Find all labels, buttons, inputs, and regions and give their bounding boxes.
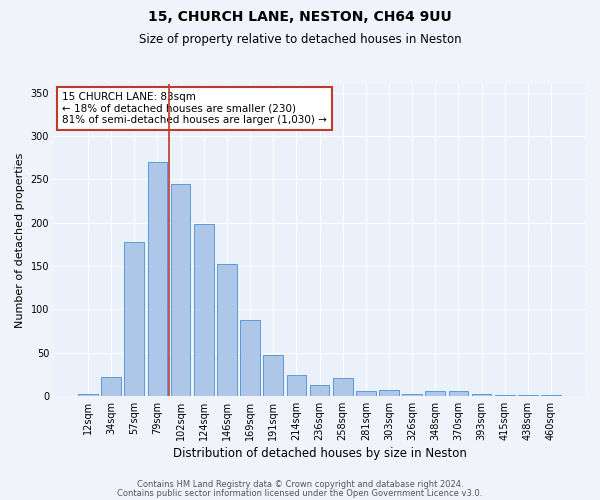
Bar [148, 162, 167, 396]
Bar [171, 184, 190, 396]
Text: Contains HM Land Registry data © Crown copyright and database right 2024.: Contains HM Land Registry data © Crown c… [137, 480, 463, 489]
Bar [287, 375, 306, 396]
Bar [194, 224, 214, 396]
Bar [333, 378, 353, 396]
Text: Size of property relative to detached houses in Neston: Size of property relative to detached ho… [139, 32, 461, 46]
Bar [518, 395, 538, 396]
Bar [356, 392, 376, 396]
Bar [425, 392, 445, 396]
Bar [124, 242, 144, 396]
Bar [449, 392, 468, 396]
Bar [310, 384, 329, 396]
Bar [78, 394, 98, 396]
Text: Contains public sector information licensed under the Open Government Licence v3: Contains public sector information licen… [118, 488, 482, 498]
Text: 15, CHURCH LANE, NESTON, CH64 9UU: 15, CHURCH LANE, NESTON, CH64 9UU [148, 10, 452, 24]
Bar [379, 390, 399, 396]
Bar [263, 355, 283, 396]
Bar [472, 394, 491, 396]
Bar [217, 264, 237, 396]
Y-axis label: Number of detached properties: Number of detached properties [15, 152, 25, 328]
Bar [495, 395, 515, 396]
Bar [240, 320, 260, 396]
Bar [402, 394, 422, 396]
Bar [101, 377, 121, 396]
Text: 15 CHURCH LANE: 83sqm
← 18% of detached houses are smaller (230)
81% of semi-det: 15 CHURCH LANE: 83sqm ← 18% of detached … [62, 92, 327, 125]
X-axis label: Distribution of detached houses by size in Neston: Distribution of detached houses by size … [173, 447, 466, 460]
Bar [541, 395, 561, 396]
